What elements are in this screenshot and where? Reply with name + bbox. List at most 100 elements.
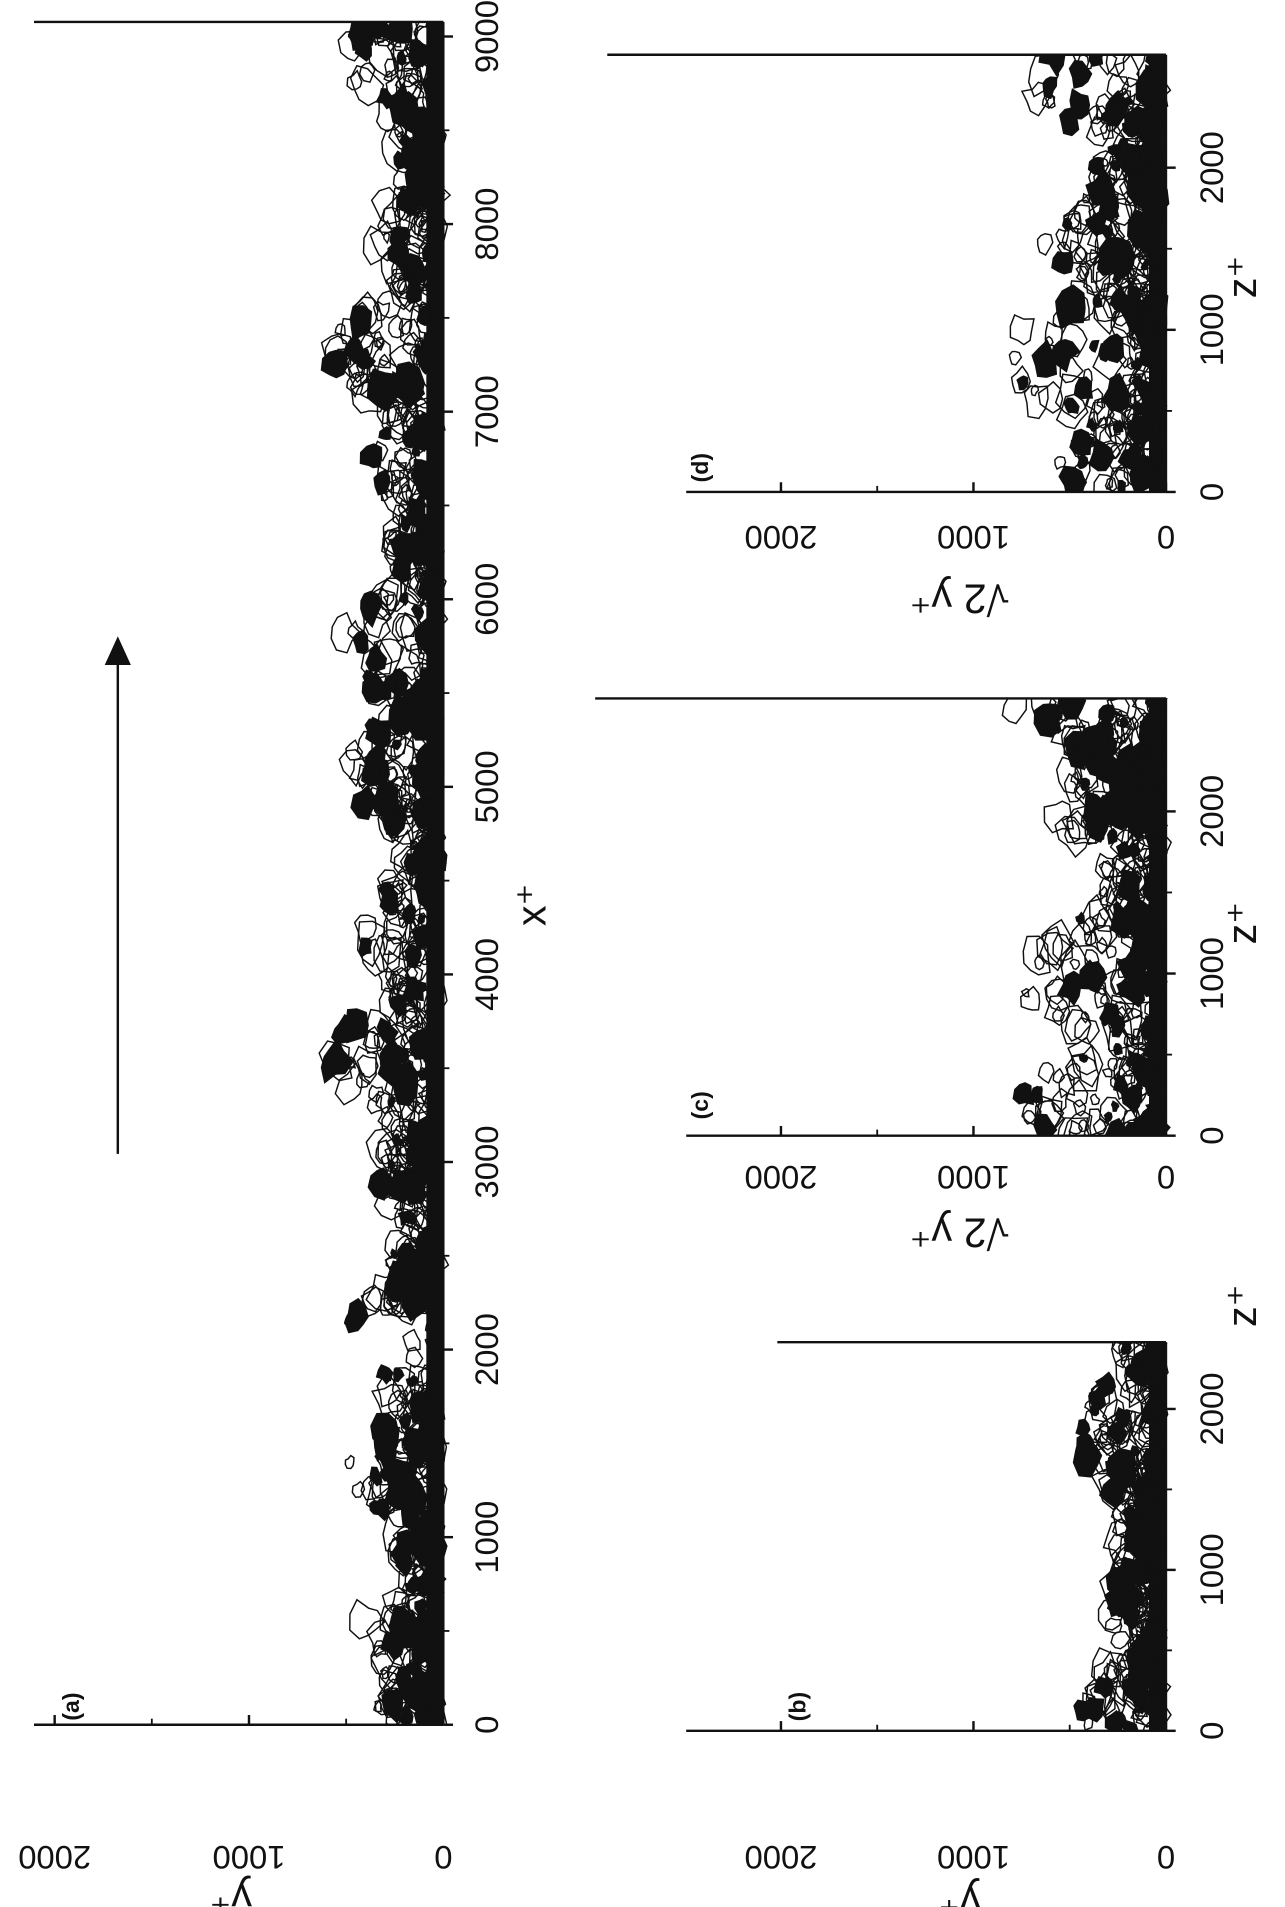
contour — [1092, 1117, 1108, 1135]
contour — [1133, 1361, 1144, 1374]
contour — [389, 806, 415, 845]
x-tick-label: 1000 — [468, 1501, 505, 1574]
contour — [1072, 1099, 1087, 1117]
contour — [401, 1433, 418, 1455]
contour — [422, 243, 436, 262]
contour — [396, 899, 405, 912]
x-axis-label: z⁺ — [1219, 902, 1265, 944]
contour — [1120, 1042, 1147, 1077]
contour — [1135, 302, 1155, 328]
contour — [1038, 53, 1066, 77]
contour — [392, 702, 404, 717]
contour — [1085, 387, 1104, 416]
panel-label: (c) — [687, 1091, 713, 1119]
contour — [365, 1618, 398, 1657]
contour — [1109, 443, 1121, 460]
contour — [414, 846, 427, 861]
y-axis-label: y⁺ — [210, 1875, 252, 1907]
contour — [375, 1364, 394, 1385]
contour — [1065, 1078, 1089, 1108]
contour — [419, 517, 440, 535]
contour — [414, 1066, 431, 1090]
contour — [1125, 715, 1139, 731]
contour — [396, 52, 419, 88]
contour — [1117, 479, 1127, 493]
contour — [387, 404, 407, 428]
flow-arrow-head — [104, 636, 131, 666]
contour — [1085, 1671, 1113, 1714]
contour — [1117, 731, 1133, 756]
contour — [1084, 960, 1108, 994]
contour — [349, 1598, 386, 1640]
contour — [1061, 809, 1090, 840]
contour — [1148, 857, 1158, 871]
contour — [1094, 1371, 1117, 1400]
contour — [370, 720, 385, 742]
contour — [1123, 1476, 1158, 1521]
contour — [414, 1604, 445, 1641]
contour — [423, 992, 441, 1022]
contour — [1055, 228, 1070, 251]
contour — [413, 935, 426, 949]
contour — [408, 1028, 436, 1060]
contour — [1097, 1432, 1115, 1457]
contour — [425, 277, 436, 291]
contour — [401, 259, 427, 301]
contour — [1034, 1100, 1065, 1131]
x-tick-label: 1000 — [1193, 293, 1230, 366]
contour — [423, 720, 433, 734]
contour — [416, 980, 427, 995]
contour — [1123, 1362, 1144, 1396]
y-tick-label: 0 — [434, 1839, 452, 1876]
contour — [404, 798, 417, 813]
contour — [368, 1084, 385, 1104]
x-tick-label: 8000 — [468, 188, 505, 261]
contour — [1073, 72, 1085, 88]
contour — [1132, 1415, 1166, 1448]
contour — [1107, 220, 1121, 238]
contour — [1107, 827, 1118, 845]
contour — [1143, 87, 1160, 105]
contour — [1115, 1354, 1150, 1393]
panel-label: (a) — [58, 1692, 84, 1720]
contour — [401, 1007, 430, 1043]
contour — [394, 1548, 409, 1566]
contour — [1019, 985, 1041, 1011]
contour — [412, 1394, 436, 1423]
contour — [347, 322, 375, 353]
y-axis-label: √2 y⁺ — [910, 575, 1010, 621]
contour — [1142, 1695, 1164, 1719]
y-tick-label: 0 — [1157, 1839, 1175, 1876]
contour — [395, 1044, 409, 1064]
contour — [400, 384, 412, 399]
x-tick-label: 5000 — [468, 750, 505, 823]
contour — [388, 1080, 415, 1121]
contour — [396, 1389, 420, 1431]
contour — [1145, 1098, 1162, 1119]
contour — [1068, 1119, 1084, 1135]
contour — [1105, 945, 1117, 959]
contour — [1143, 847, 1155, 862]
contour — [365, 1273, 402, 1312]
contour — [1081, 1696, 1105, 1723]
contour — [1108, 1544, 1138, 1583]
contour — [1063, 772, 1091, 803]
contour — [351, 1480, 366, 1499]
contour — [1034, 1086, 1043, 1096]
contour — [405, 483, 442, 529]
contour — [1113, 1075, 1129, 1096]
contour — [1036, 931, 1075, 972]
contour — [1111, 1518, 1129, 1538]
contour — [414, 1631, 433, 1655]
contour — [416, 702, 439, 730]
contour — [371, 1383, 409, 1416]
contour — [385, 667, 409, 700]
contour — [353, 914, 377, 943]
contour — [409, 414, 434, 445]
contour — [402, 259, 411, 271]
y-tick-label: 2000 — [744, 1159, 817, 1196]
contour — [1093, 904, 1118, 948]
contour — [407, 270, 419, 286]
x-tick-label: 0 — [1193, 483, 1230, 501]
contour — [1112, 419, 1124, 434]
